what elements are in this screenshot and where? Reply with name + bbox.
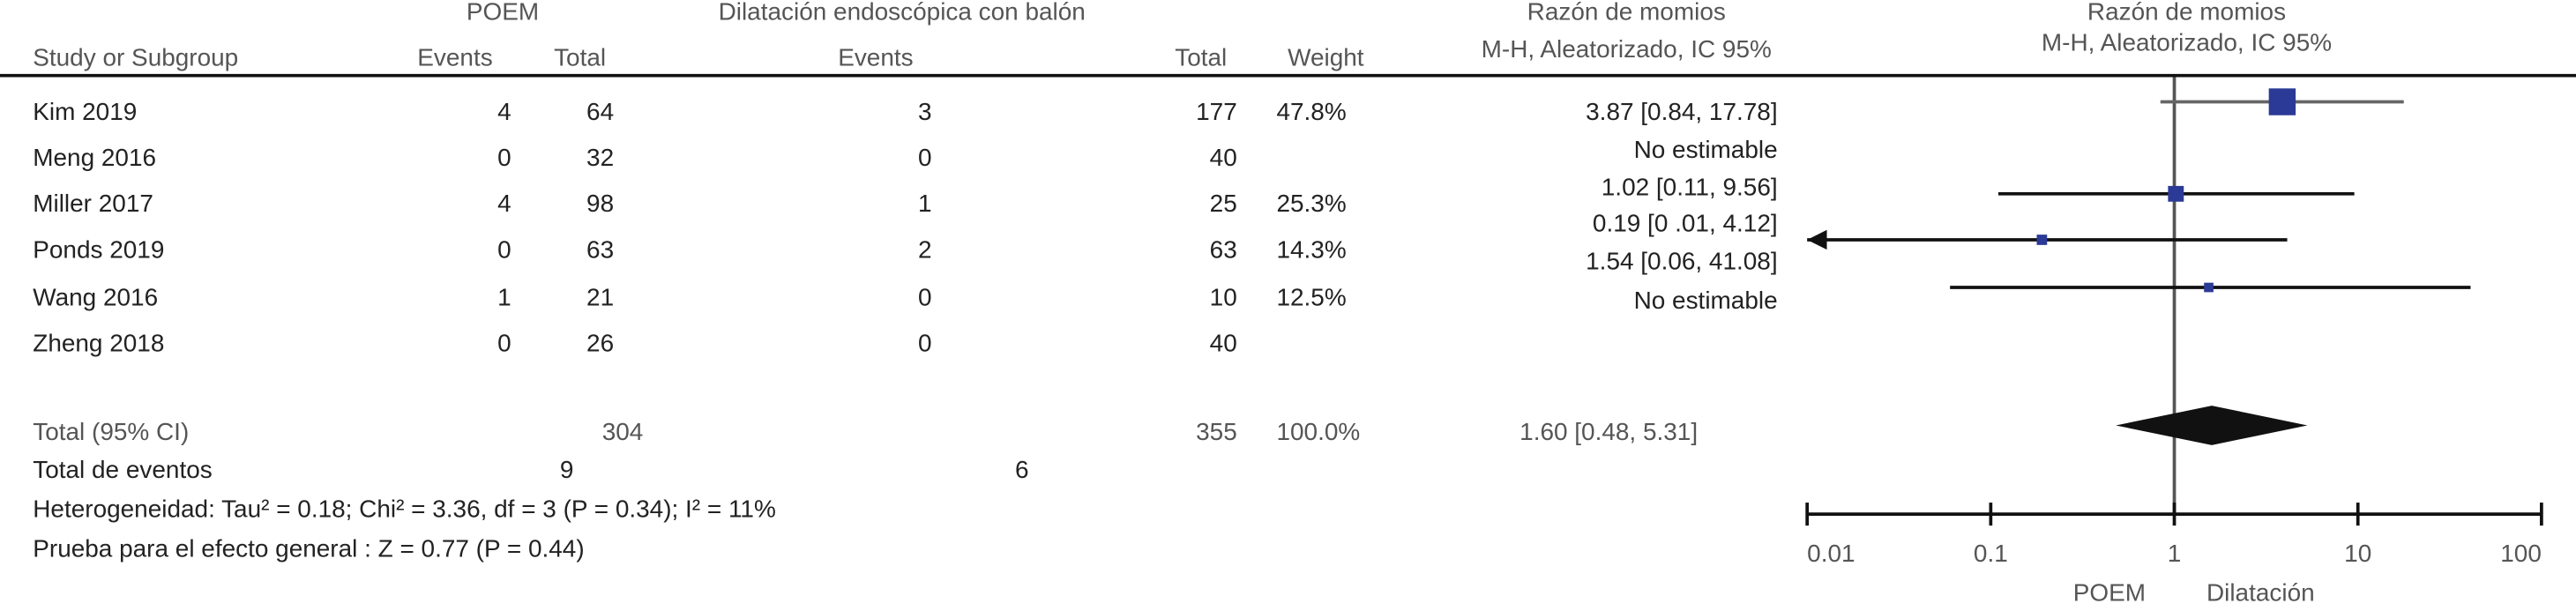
plot-subtitle: M-H, Aleatorizado, IC 95% <box>2042 29 2332 56</box>
events-total: 6 <box>1015 456 1029 483</box>
ci-label: 1.02 [0.11, 9.56] <box>1602 174 1778 201</box>
column-header: Study or Subgroup <box>33 43 238 71</box>
events-cell: 0 <box>918 144 932 171</box>
total-cell: 177 <box>1196 98 1237 125</box>
total-cell: 10 <box>1210 283 1237 310</box>
total-cell: 26 <box>586 330 614 357</box>
effect-title: Razón de momios <box>1527 0 1726 25</box>
events-cell: 0 <box>497 144 511 171</box>
weight-cell: 14.3% <box>1276 235 1346 263</box>
favours-label: POEM <box>2073 579 2146 607</box>
events-cell: 4 <box>497 98 511 125</box>
total-cell: 40 <box>1210 330 1237 357</box>
total-cell: 100.0% <box>1276 418 1360 445</box>
events-total: 9 <box>560 456 574 483</box>
ci-arrow <box>1807 229 1827 250</box>
x-tick-label: 0.01 <box>1807 540 1855 567</box>
weight-cell: 12.5% <box>1276 283 1346 310</box>
study-marker <box>2036 235 2048 245</box>
events-cell: 0 <box>918 283 932 310</box>
events-label: Total de eventos <box>33 456 212 483</box>
weight-cell: 25.3% <box>1276 190 1346 217</box>
study-name: Miller 2017 <box>33 190 153 217</box>
study-name: Wang 2016 <box>33 283 158 310</box>
ci-label: 0.19 [0 .01, 4.12] <box>1593 210 1778 237</box>
study-name: Ponds 2019 <box>33 235 164 263</box>
total-cell: 40 <box>1210 144 1237 171</box>
x-tick-label: 0.1 <box>1974 540 2008 567</box>
total-ci: 1.60 [0.48, 5.31] <box>1519 418 1698 445</box>
heterogeneity: Heterogeneidad: Tau² = 0.18; Chi² = 3.36… <box>33 496 776 523</box>
x-tick-label: 10 <box>2344 540 2371 567</box>
total-cell: 21 <box>586 283 614 310</box>
effect-subtitle: M-H, Aleatorizado, IC 95% <box>1482 35 1772 63</box>
total-cell: 304 <box>602 418 644 445</box>
group2-header: Dilatación endoscópica con balón <box>719 0 1086 25</box>
study-marker <box>2268 88 2296 115</box>
events-cell: 0 <box>918 330 932 357</box>
events-cell: 0 <box>497 235 511 263</box>
events-cell: 1 <box>497 283 511 310</box>
ci-label: 3.87 [0.84, 17.78] <box>1586 98 1777 125</box>
study-name: Zheng 2018 <box>33 330 164 357</box>
favours-label: Dilatación <box>2206 579 2315 607</box>
group1-header: POEM <box>467 0 539 25</box>
column-header: Total <box>1175 43 1227 71</box>
x-tick-label: 100 <box>2500 540 2542 567</box>
events-cell: 2 <box>918 235 932 263</box>
total-cell: 355 <box>1196 418 1237 445</box>
ci-label: 1.54 [0.06, 41.08] <box>1586 247 1777 274</box>
overall-effect: Prueba para el efecto general : Z = 0.77… <box>33 534 584 562</box>
total-diamond <box>2116 406 2308 445</box>
ci-label: No estimable <box>1634 136 1778 163</box>
total-cell: 63 <box>1210 235 1237 263</box>
column-header: Events <box>838 43 913 71</box>
total-cell: 25 <box>1210 190 1237 217</box>
column-header: Total <box>554 43 606 71</box>
events-cell: 0 <box>497 330 511 357</box>
column-header: Weight <box>1288 43 1364 71</box>
column-header: Events <box>417 43 492 71</box>
x-tick-label: 1 <box>2168 540 2182 567</box>
events-cell: 3 <box>918 98 932 125</box>
study-name: Meng 2016 <box>33 144 156 171</box>
weight-cell: 47.8% <box>1276 98 1346 125</box>
plot-title: Razón de momios <box>2087 0 2286 25</box>
study-marker <box>2168 185 2184 202</box>
ci-label: No estimable <box>1634 287 1778 314</box>
study-name: Kim 2019 <box>33 98 137 125</box>
total-label: Total (95% CI) <box>33 418 189 445</box>
total-cell: 64 <box>586 98 614 125</box>
study-marker <box>2204 282 2214 293</box>
total-cell: 63 <box>586 235 614 263</box>
total-cell: 98 <box>586 190 614 217</box>
total-cell: 32 <box>586 144 614 171</box>
events-cell: 4 <box>497 190 511 217</box>
events-cell: 1 <box>918 190 932 217</box>
